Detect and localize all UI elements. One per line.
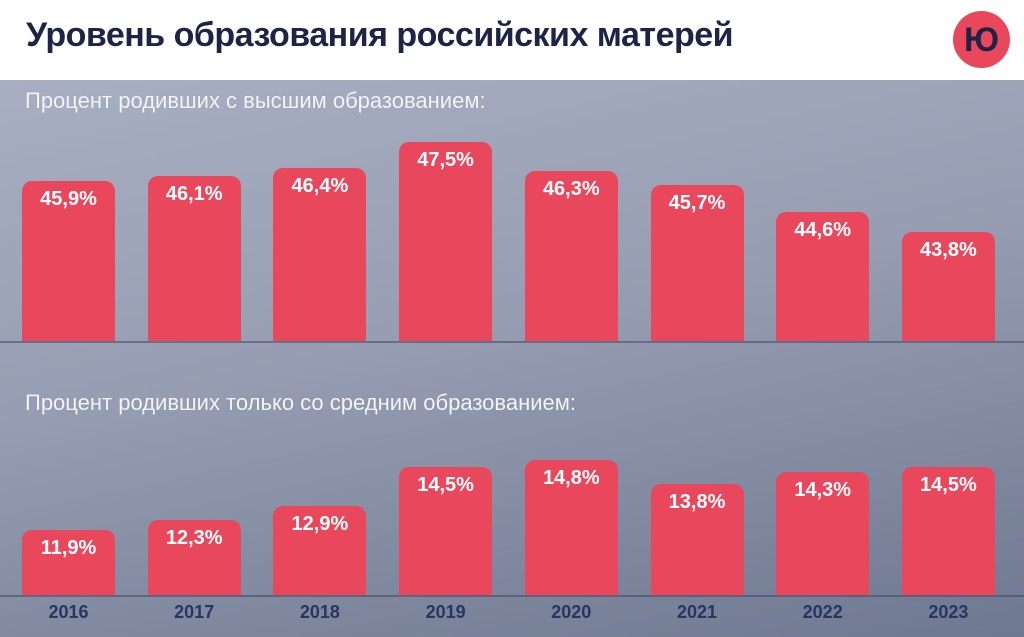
bar-value-label: 45,7% xyxy=(668,192,726,215)
bar-value-label: 46,3% xyxy=(542,177,600,200)
chart-title-higher-education: Процент родивших с высшим образованием: xyxy=(25,88,486,113)
bar-value-label: 11,9% xyxy=(40,536,97,559)
bar-value-label: 12,3% xyxy=(165,527,223,550)
bar-2019: 14,5% xyxy=(399,467,493,595)
bar-value-label: 47,5% xyxy=(417,148,474,171)
year-label-2021: 2021 xyxy=(676,602,718,622)
year-label-2016: 2016 xyxy=(48,602,89,622)
bar-value-label: 43,8% xyxy=(920,238,977,261)
chart-title-secondary-education: Процент родивших только со средним образ… xyxy=(25,390,576,415)
bar-value-label: 14,3% xyxy=(794,479,852,502)
bar-value-label: 14,5% xyxy=(417,474,474,497)
logo-glyph: Ю xyxy=(963,20,1000,59)
baseline-secondary-education xyxy=(0,595,1024,597)
x-axis-years: 2016 2017 2018 2019 2020 2021 2022 2023 xyxy=(0,80,1024,637)
year-label-2018: 2018 xyxy=(299,602,340,622)
bar-2017: 12,3% xyxy=(147,520,241,595)
baseline-higher-education xyxy=(0,341,1024,343)
bar-value-label: 14,5% xyxy=(920,474,977,497)
bar-value-label: 45,9% xyxy=(40,187,97,210)
bar-2021: 13,8% xyxy=(650,484,744,595)
year-label-2023: 2023 xyxy=(928,602,969,622)
bar-2022: 44,6% xyxy=(776,212,870,341)
bar-2017: 46,1% xyxy=(147,175,241,341)
bar-2022: 14,3% xyxy=(776,472,870,595)
page-title: Уровень образования российских матерей xyxy=(26,16,734,54)
bar-2016: 45,9% xyxy=(22,180,115,341)
bar-value-label: 46,4% xyxy=(291,175,349,198)
bar-2021: 45,7% xyxy=(650,185,744,341)
bar-2020: 46,3% xyxy=(524,170,618,341)
bar-value-label: 13,8% xyxy=(668,491,726,514)
logo-icon: Ю xyxy=(953,11,1010,68)
bar-2016: 11,9% xyxy=(22,529,115,595)
chart-canvas: Процент родивших с высшим образованием: … xyxy=(0,80,1024,637)
bar-2019: 47,5% xyxy=(399,141,493,341)
bar-2023: 43,8% xyxy=(901,231,995,341)
bar-2018: 46,4% xyxy=(273,168,367,341)
bar-value-label: 44,6% xyxy=(794,219,852,242)
year-label-2019: 2019 xyxy=(425,602,466,622)
bars-higher-education: 45,9% 46,1% 46,4% 47,5% 46,3% 45,7% 44,6% 43,8% xyxy=(0,80,1024,637)
bar-value-label: 46,1% xyxy=(165,182,223,205)
bars-secondary-education: 11,9% 12,3% 12,9% 14,5% 14,8% 13,8% 14,3% 14,5% xyxy=(0,80,1024,637)
bar-2023: 14,5% xyxy=(901,467,995,595)
year-label-2017: 2017 xyxy=(174,602,215,622)
bar-value-label: 14,8% xyxy=(542,467,600,490)
header: Уровень образования российских матерей Ю xyxy=(0,0,1024,80)
bar-2018: 12,9% xyxy=(273,505,367,595)
year-label-2020: 2020 xyxy=(551,602,592,622)
bar-2020: 14,8% xyxy=(524,460,618,595)
bar-value-label: 12,9% xyxy=(291,512,349,535)
year-label-2022: 2022 xyxy=(802,602,843,622)
